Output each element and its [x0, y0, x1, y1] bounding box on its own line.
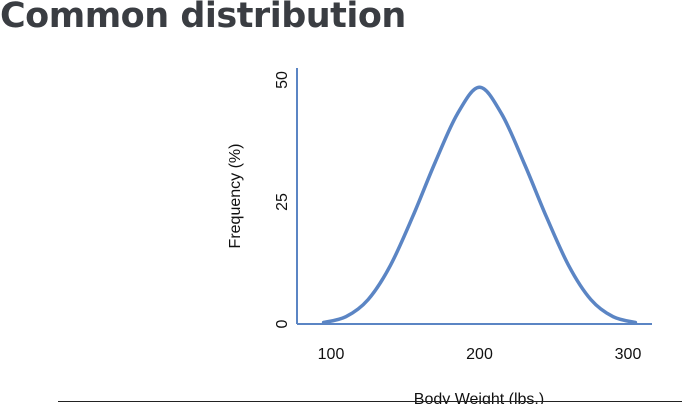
page-title: Common distribution	[0, 0, 406, 36]
x-tick-label: 200	[466, 346, 493, 363]
x-axis-label: Body Weight (lbs.)	[414, 391, 544, 404]
y-tick-label: 25	[274, 193, 291, 211]
x-tick-label: 100	[318, 346, 345, 363]
divider-line	[58, 401, 682, 402]
y-tick-label: 50	[274, 71, 291, 89]
y-axis-label: Frequency (%)	[227, 144, 244, 249]
distribution-curve	[321, 85, 638, 325]
x-tick-label: 300	[615, 346, 642, 363]
y-tick-label: 0	[274, 319, 291, 328]
